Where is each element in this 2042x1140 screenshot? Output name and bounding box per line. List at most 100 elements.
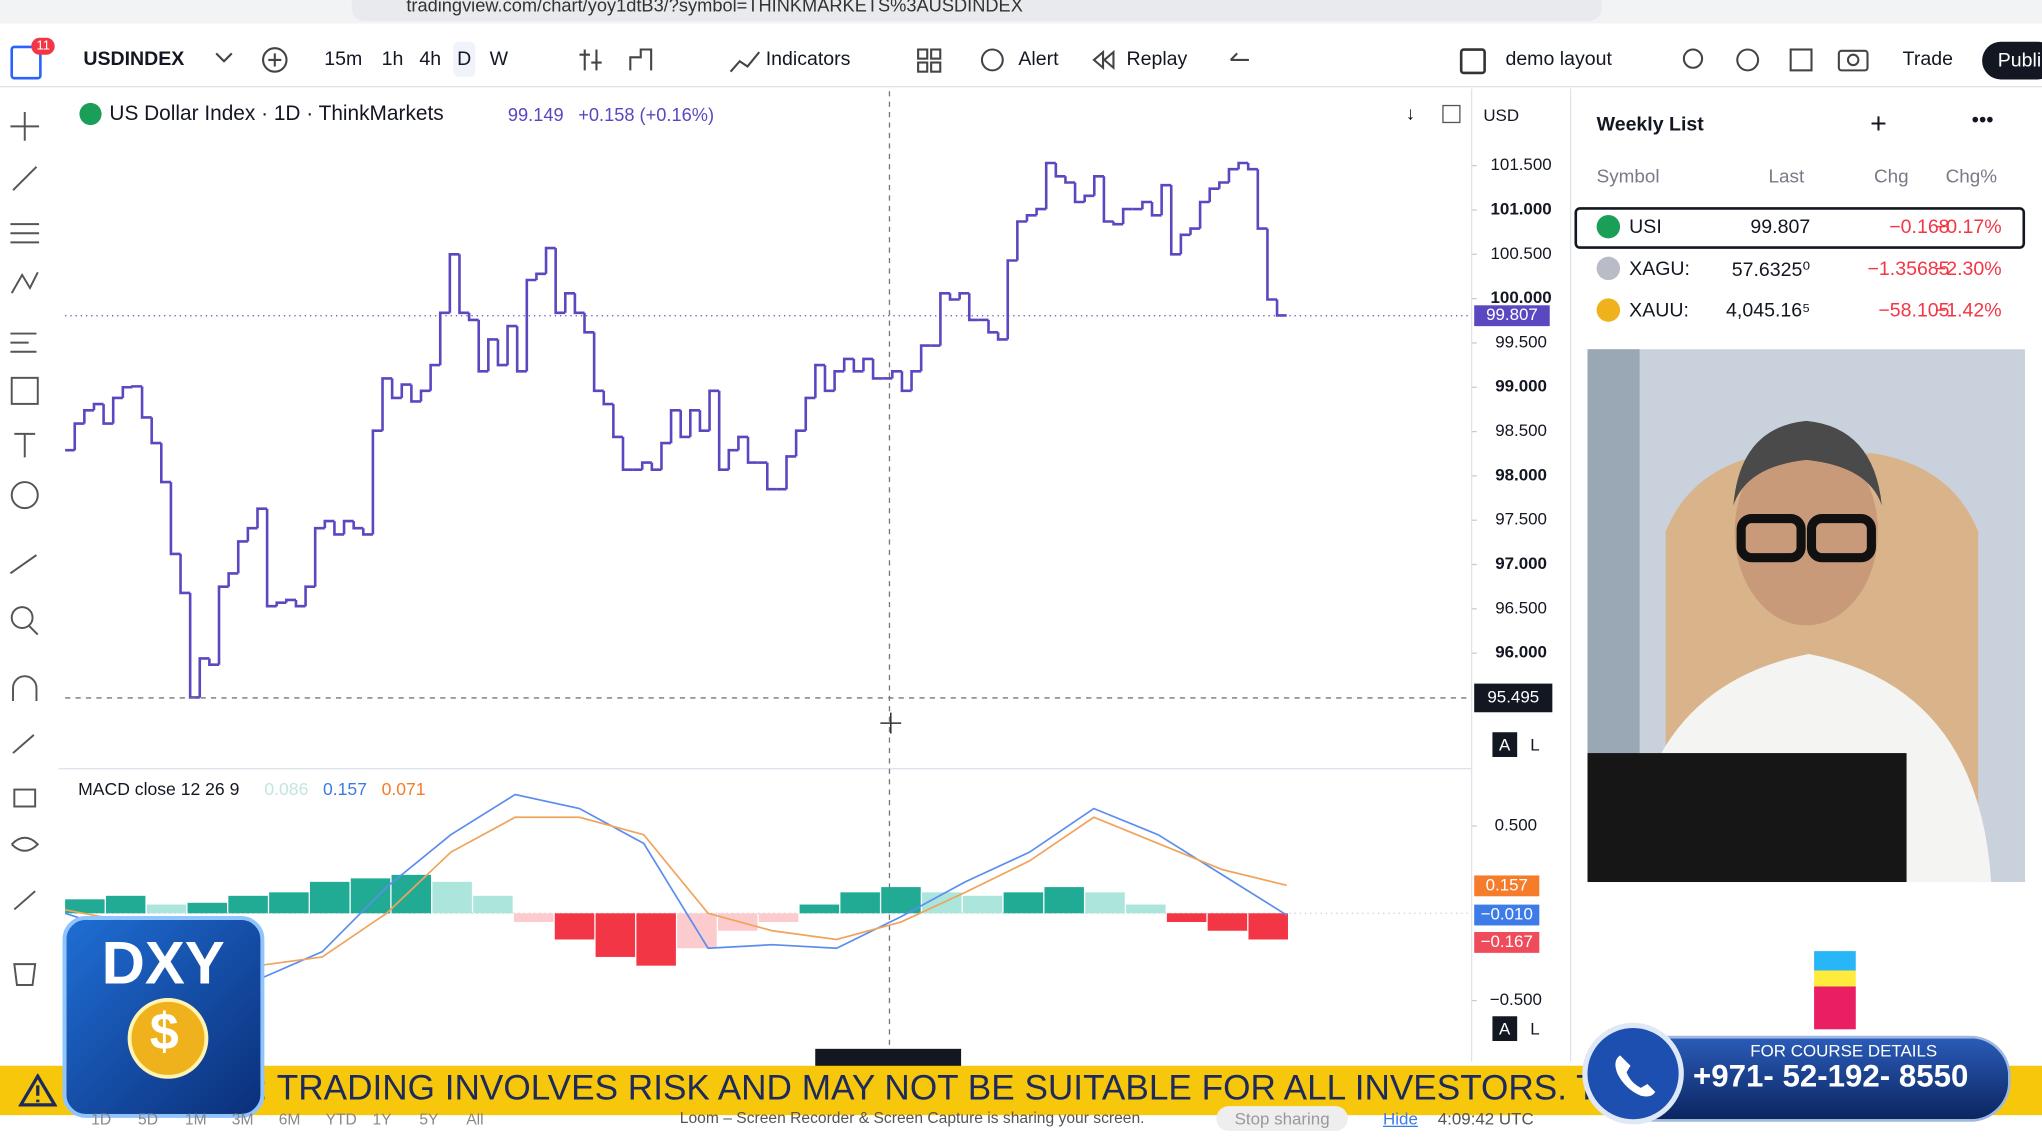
sync-icon[interactable] <box>1442 104 1461 124</box>
price-step <box>217 585 229 665</box>
price-step <box>1256 169 1268 230</box>
price-step <box>592 332 604 393</box>
log-scale[interactable]: L <box>1530 1018 1540 1039</box>
price-step <box>1246 163 1258 171</box>
auto-scale[interactable]: A <box>1492 1016 1517 1042</box>
crosshair-date-box <box>815 1048 962 1068</box>
layout-button[interactable]: demo layout <box>1505 48 1612 71</box>
auto-scale[interactable]: A <box>1492 732 1517 757</box>
range-button[interactable]: 3M <box>231 1110 254 1129</box>
histogram-bar <box>513 913 554 923</box>
price-step <box>996 332 1008 341</box>
range-button[interactable]: 5D <box>138 1110 159 1129</box>
interval[interactable]: D <box>453 41 476 77</box>
price-step <box>1054 163 1066 178</box>
layout-icon[interactable] <box>1459 48 1486 75</box>
range-button[interactable]: All <box>466 1110 484 1129</box>
price-step <box>323 519 335 529</box>
log-scale[interactable]: L <box>1530 734 1540 755</box>
last-price-box <box>1474 305 1550 327</box>
price-step <box>958 291 970 300</box>
price-step <box>285 598 296 603</box>
price-step <box>544 246 556 274</box>
range-button[interactable]: 1Y <box>372 1110 392 1129</box>
symbol-logo <box>1596 298 1621 322</box>
price-step <box>1044 161 1056 210</box>
price-step <box>1083 194 1095 203</box>
range-button[interactable]: 1M <box>184 1110 207 1129</box>
cell-value: −2.30% <box>1934 257 2002 281</box>
macd-pane: 0.500 −0.500 0.157 −0.010 −0.167 <box>64 793 1542 1009</box>
macd-title: MACD close 12 26 9 <box>78 779 240 799</box>
symbol[interactable]: USDINDEX <box>83 48 185 71</box>
logo-symbol: $ <box>149 1003 179 1061</box>
histogram-bar <box>1166 913 1207 923</box>
y-tick-label: 98.000 <box>1495 465 1547 484</box>
column-header: Symbol <box>1596 166 1660 188</box>
y-tick-label: 100.000 <box>1491 288 1552 307</box>
address-bar[interactable] <box>351 0 1602 21</box>
price-step <box>679 410 691 439</box>
histogram-bar <box>758 913 799 923</box>
range-button[interactable]: 6M <box>278 1110 301 1129</box>
currency[interactable]: USD <box>1483 105 1520 126</box>
price-step <box>1218 181 1229 189</box>
app-icon[interactable] <box>10 45 42 80</box>
watchlist-title[interactable]: Weekly List <box>1596 113 1704 136</box>
column-header: Chg% <box>1945 166 1998 188</box>
price-step <box>1275 299 1287 317</box>
arrow-icon[interactable]: ↓ <box>1406 102 1415 123</box>
price-step <box>410 384 422 403</box>
price-step <box>1179 233 1191 255</box>
price-step <box>698 410 710 432</box>
trade-button[interactable]: Trade <box>1902 48 1953 71</box>
add-symbol[interactable]: + <box>1870 106 1887 140</box>
price-step <box>987 319 999 334</box>
cell-symbol: XAGU: <box>1629 257 1690 281</box>
histogram-bar <box>65 899 105 914</box>
histogram-bar <box>432 881 472 914</box>
price-step <box>939 291 951 346</box>
alert-button[interactable]: Alert <box>1018 48 1059 71</box>
replay-button[interactable]: Replay <box>1126 48 1188 71</box>
histogram-bar <box>1044 887 1084 914</box>
price-step <box>477 319 489 373</box>
interval[interactable]: 1h <box>381 48 404 71</box>
price-step <box>823 365 835 393</box>
price-step <box>1266 228 1278 301</box>
stop-sharing[interactable]: Stop sharing <box>1216 1106 1348 1131</box>
histogram-bar <box>799 904 840 914</box>
range-button[interactable]: 5Y <box>419 1110 439 1129</box>
hide-button[interactable]: Hide <box>1383 1108 1418 1129</box>
column-header: Chg <box>1874 166 1909 188</box>
macd-price-label: 0.157 <box>1486 875 1528 894</box>
range-button[interactable]: YTD <box>325 1110 357 1129</box>
interval[interactable]: 15m <box>324 48 363 71</box>
logo-coin <box>127 998 209 1079</box>
histogram-bar <box>309 881 350 914</box>
interval[interactable]: 4h <box>419 48 442 71</box>
price-step <box>1198 200 1210 229</box>
price-step <box>342 519 354 535</box>
publish-button[interactable]: Publi <box>1982 41 2042 80</box>
macd-price-label: −0.010 <box>1481 904 1533 923</box>
price-step <box>621 436 633 471</box>
price-step <box>208 658 220 666</box>
price-step <box>1112 221 1124 226</box>
interval[interactable]: W <box>489 48 509 71</box>
url: tradingview.com/chart/yoy1dtB3/?symbol=T… <box>406 0 1023 16</box>
selected-row[interactable] <box>1574 207 2026 249</box>
phone-glyph <box>1615 1055 1656 1097</box>
price-step <box>198 657 210 698</box>
histogram-bar <box>269 892 309 914</box>
contact-title: FOR COURSE DETAILS <box>1750 1041 1938 1061</box>
indicators-button[interactable]: Indicators <box>765 48 851 71</box>
price-step <box>727 448 739 470</box>
macd-legend: 0.157 <box>322 779 367 799</box>
color-strip <box>1814 951 1856 1030</box>
price-step <box>390 378 402 400</box>
more-menu[interactable]: ••• <box>1971 109 1994 132</box>
toolbar-icons <box>215 47 1869 73</box>
range-button[interactable]: 1D <box>91 1110 112 1129</box>
y-tick-label: 101.000 <box>1491 199 1552 218</box>
